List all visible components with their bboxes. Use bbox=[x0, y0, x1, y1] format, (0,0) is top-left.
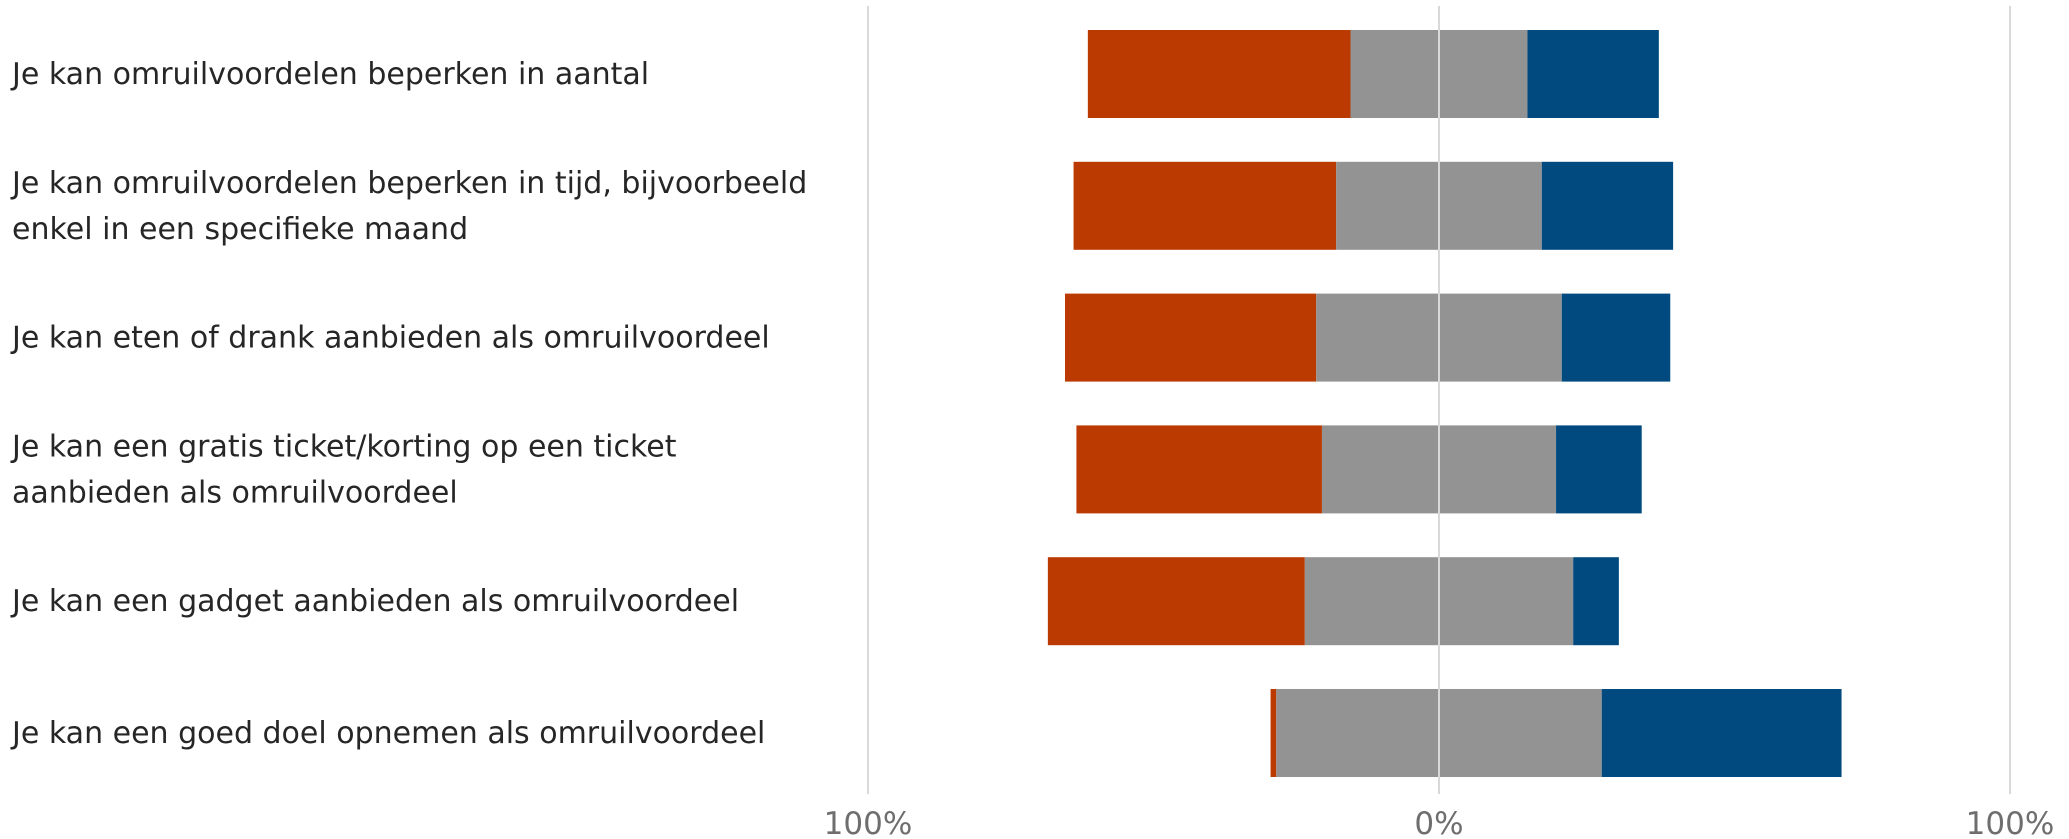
category-label-4: Je kan een gadget aanbieden als omruilvo… bbox=[10, 584, 739, 619]
bar-negative-3 bbox=[1076, 425, 1322, 514]
category-label-3: Je kan een gratis ticket/korting op een … bbox=[10, 429, 677, 510]
bar-negative-1 bbox=[1073, 161, 1337, 250]
bar-negative-4 bbox=[1047, 557, 1305, 646]
bar-positive-0 bbox=[1527, 30, 1659, 118]
bar-positive-1 bbox=[1541, 161, 1674, 250]
bar-positive-4 bbox=[1573, 557, 1619, 646]
bar-positive-3 bbox=[1556, 425, 1642, 514]
category-label-5: Je kan een goed doel opnemen als omruilv… bbox=[10, 716, 765, 751]
bar-negative-2 bbox=[1064, 293, 1317, 382]
bar-negative-5 bbox=[1270, 689, 1277, 777]
category-label-0: Je kan omruilvoordelen beperken in aanta… bbox=[10, 57, 649, 92]
category-label-1: Je kan omruilvoordelen beperken in tijd,… bbox=[10, 166, 807, 247]
tick-label-0: 100% bbox=[824, 806, 913, 839]
category-label-2: Je kan eten of drank aanbieden als omrui… bbox=[10, 321, 770, 356]
bar-positive-2 bbox=[1561, 293, 1671, 382]
gridlines bbox=[867, 6, 2011, 794]
category-labels: Je kan omruilvoordelen beperken in aanta… bbox=[10, 57, 807, 751]
bar-negative-0 bbox=[1087, 30, 1351, 118]
tick-label-1: 0% bbox=[1414, 806, 1463, 839]
tick-label-2: 100% bbox=[1966, 806, 2055, 839]
bar-positive-5 bbox=[1601, 689, 1842, 777]
bars bbox=[1047, 30, 1842, 777]
tick-labels: 100% 0% 100% bbox=[824, 806, 2055, 839]
